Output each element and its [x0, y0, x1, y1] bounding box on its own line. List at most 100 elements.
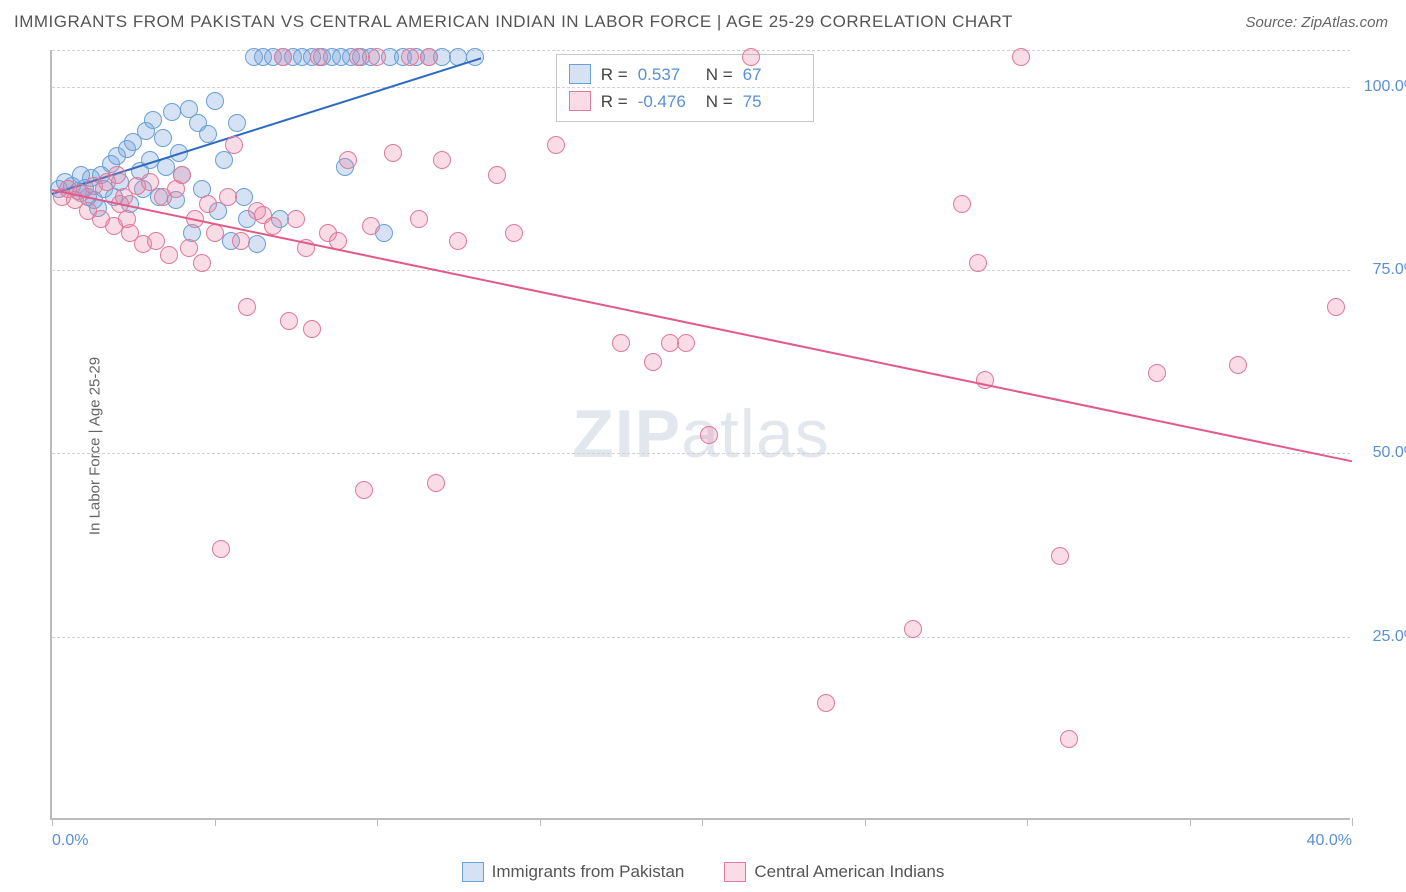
y-tick-label: 50.0%	[1358, 444, 1406, 462]
data-point	[339, 151, 357, 169]
data-point	[108, 166, 126, 184]
data-point	[953, 195, 971, 213]
data-point	[427, 474, 445, 492]
watermark-text-a: ZIP	[572, 396, 681, 472]
y-tick-label: 75.0%	[1358, 261, 1406, 279]
x-tick	[215, 818, 216, 826]
legend-item: Immigrants from Pakistan	[462, 862, 685, 882]
stat-n-label: N =	[706, 88, 733, 115]
data-point	[547, 136, 565, 154]
data-point	[1148, 364, 1166, 382]
gridline	[52, 453, 1350, 454]
data-point	[362, 217, 380, 235]
data-point	[612, 334, 630, 352]
y-tick-label: 100.0%	[1358, 78, 1406, 96]
chart-title: IMMIGRANTS FROM PAKISTAN VS CENTRAL AMER…	[14, 12, 1013, 32]
stats-row: R =0.537N =67	[569, 61, 801, 88]
data-point	[180, 239, 198, 257]
data-point	[433, 151, 451, 169]
data-point	[505, 224, 523, 242]
data-point	[193, 254, 211, 272]
data-point	[173, 166, 191, 184]
data-point	[368, 48, 386, 66]
x-tick	[1352, 818, 1353, 826]
data-point	[118, 210, 136, 228]
data-point	[228, 114, 246, 132]
data-point	[212, 540, 230, 558]
swatch-icon	[569, 64, 591, 84]
data-point	[384, 144, 402, 162]
data-point	[1060, 730, 1078, 748]
gridline	[52, 87, 1350, 88]
stat-r-value: 0.537	[638, 61, 696, 88]
header: IMMIGRANTS FROM PAKISTAN VS CENTRAL AMER…	[0, 0, 1406, 44]
data-point	[274, 48, 292, 66]
data-point	[232, 232, 250, 250]
data-point	[225, 136, 243, 154]
data-point	[904, 620, 922, 638]
data-point	[147, 232, 165, 250]
data-point	[1051, 547, 1069, 565]
legend: Immigrants from Pakistan Central American…	[0, 862, 1406, 882]
data-point	[206, 224, 224, 242]
data-point	[303, 320, 321, 338]
x-tick	[52, 818, 53, 826]
data-point	[488, 166, 506, 184]
data-point	[160, 246, 178, 264]
data-point	[248, 235, 266, 253]
x-tick	[865, 818, 866, 826]
data-point	[349, 48, 367, 66]
data-point	[310, 48, 328, 66]
correlation-stats-box: R =0.537N =67R =-0.476N =75	[556, 54, 814, 122]
stat-r-label: R =	[601, 88, 628, 115]
x-tick	[1190, 818, 1191, 826]
swatch-icon	[462, 862, 484, 882]
data-point	[969, 254, 987, 272]
x-tick	[1027, 818, 1028, 826]
data-point	[154, 129, 172, 147]
swatch-icon	[569, 91, 591, 111]
stats-row: R = -0.476 N = 75	[569, 88, 801, 115]
chart-container: IMMIGRANTS FROM PAKISTAN VS CENTRAL AMER…	[0, 0, 1406, 892]
legend-item: Central American Indians	[724, 862, 944, 882]
data-point	[1012, 48, 1030, 66]
data-point	[700, 426, 718, 444]
data-point	[420, 48, 438, 66]
data-point	[817, 694, 835, 712]
stat-r-value: -0.476	[638, 88, 696, 115]
stat-r-label: R =	[601, 61, 628, 88]
plot-area: ZIPatlas R =0.537N =67R =-0.476N =75 25.…	[50, 50, 1350, 820]
data-point	[644, 353, 662, 371]
data-point	[401, 48, 419, 66]
y-tick-label: 25.0%	[1358, 628, 1406, 646]
source-label: Source: ZipAtlas.com	[1245, 14, 1388, 31]
trend-line	[52, 189, 1352, 462]
data-point	[219, 188, 237, 206]
data-point	[141, 173, 159, 191]
x-tick	[377, 818, 378, 826]
data-point	[199, 195, 217, 213]
data-point	[410, 210, 428, 228]
data-point	[163, 103, 181, 121]
legend-label: Immigrants from Pakistan	[492, 862, 685, 882]
data-point	[449, 232, 467, 250]
x-tick-label: 40.0%	[1307, 832, 1352, 850]
data-point	[742, 48, 760, 66]
legend-label: Central American Indians	[754, 862, 944, 882]
x-tick	[702, 818, 703, 826]
stat-n-value: 75	[743, 88, 801, 115]
data-point	[287, 210, 305, 228]
stat-n-label: N =	[706, 61, 733, 88]
data-point	[677, 334, 695, 352]
data-point	[280, 312, 298, 330]
data-point	[355, 481, 373, 499]
data-point	[144, 111, 162, 129]
data-point	[1327, 298, 1345, 316]
x-tick-label: 0.0%	[52, 832, 88, 850]
data-point	[206, 92, 224, 110]
gridline	[52, 270, 1350, 271]
swatch-icon	[724, 862, 746, 882]
data-point	[1229, 356, 1247, 374]
data-point	[264, 217, 282, 235]
x-tick	[540, 818, 541, 826]
